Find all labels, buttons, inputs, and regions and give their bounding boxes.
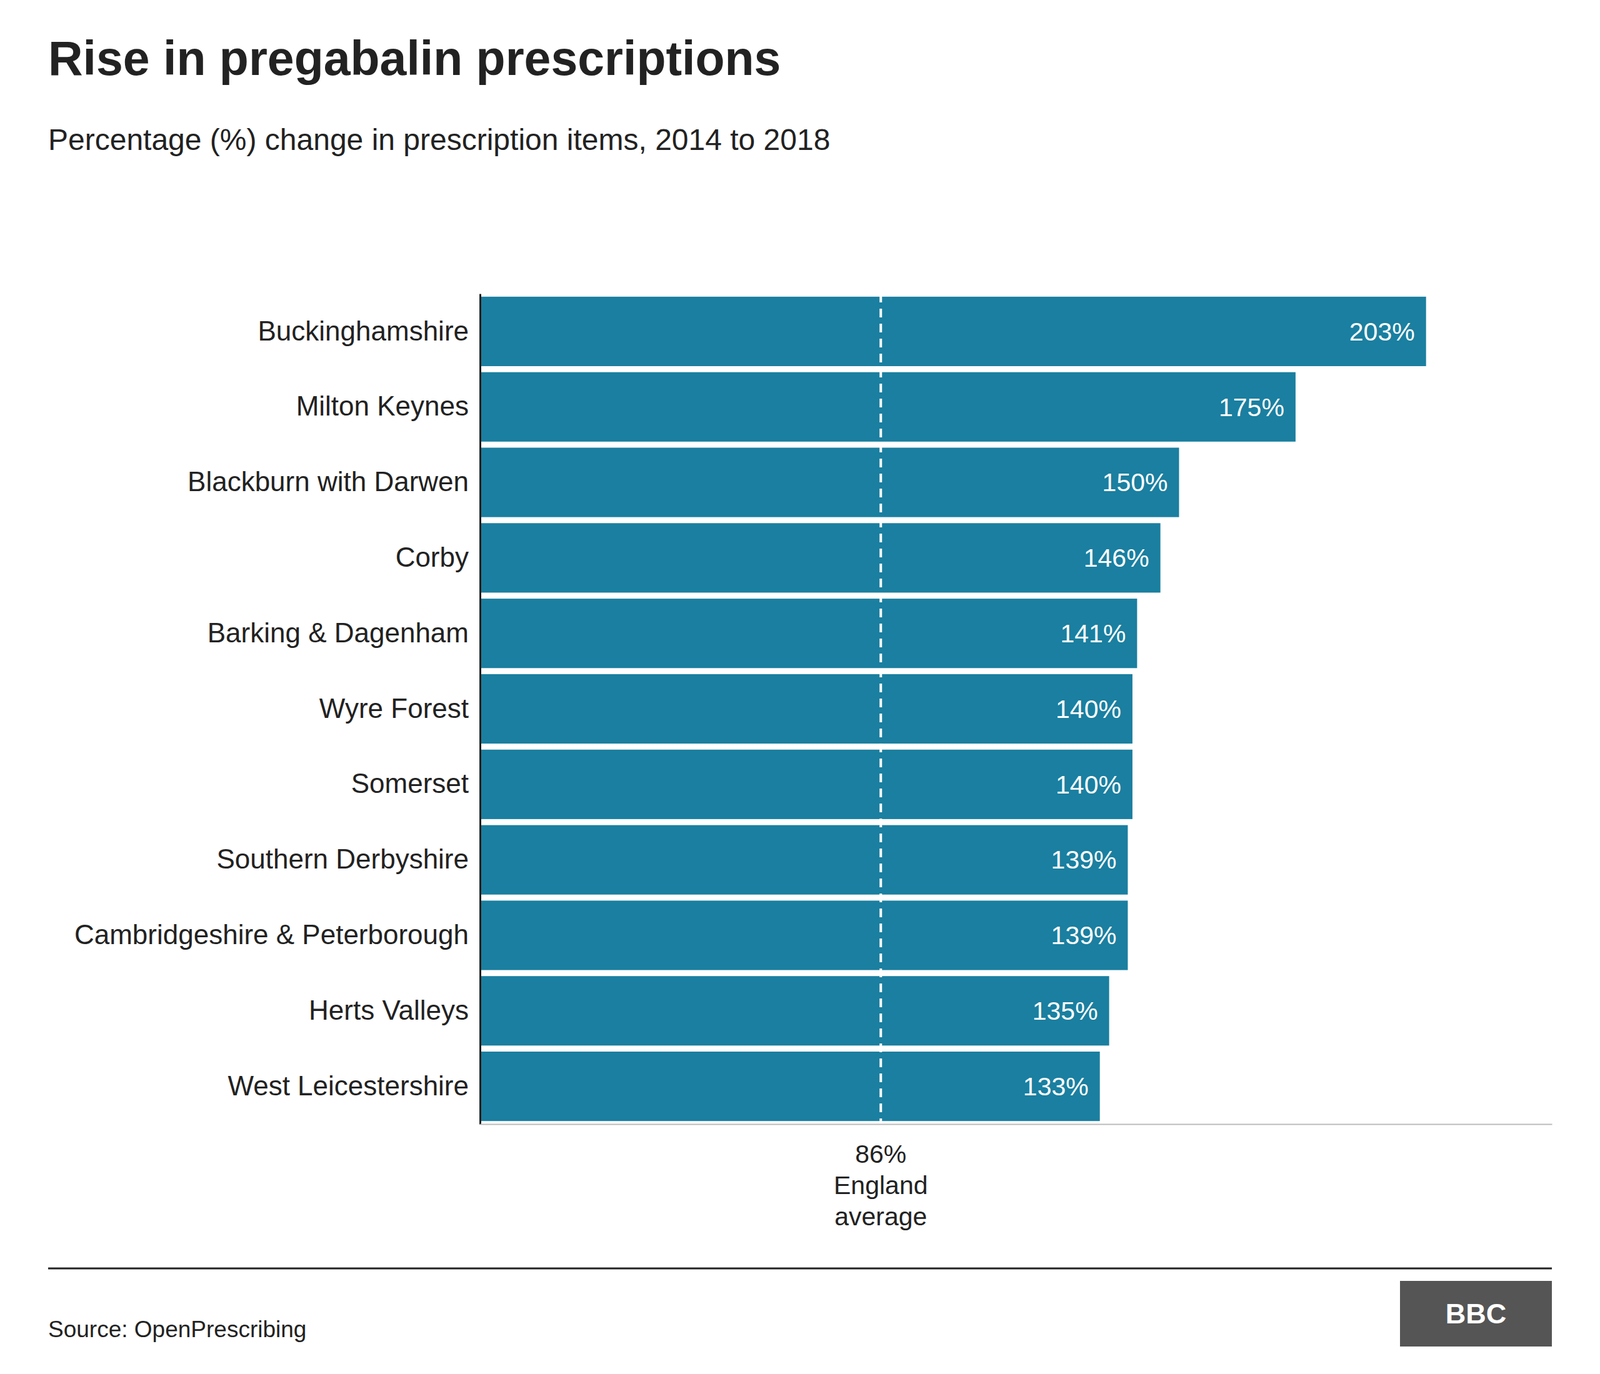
y-tick: Milton Keynes [296,390,469,422]
average-label: 86% [855,1140,907,1169]
y-tick: Blackburn with Darwen [187,466,469,497]
data-label: 139% [1051,845,1117,875]
logo-text: BBC [1445,1298,1507,1330]
bar [480,598,1137,669]
bar [480,296,1427,367]
y-tick: West Leicestershire [227,1070,469,1102]
chart: Rise in pregabalin prescriptions Percenta… [0,0,1600,1374]
y-tick: Somerset [351,768,469,799]
y-tick-label: Wyre Forest [319,693,469,724]
average-line [879,293,882,1125]
data-label: 150% [1102,468,1169,497]
data-label: 141% [1060,619,1126,649]
y-tick-label: West Leicestershire [227,1070,469,1102]
annotation-labels: 86%Englandaverage [833,1140,928,1232]
y-tick-label: Buckinghamshire [258,315,470,346]
y-tick-label: Cambridgeshire & Peterborough [74,919,469,950]
bar [480,825,1128,895]
average-label: England [833,1171,928,1200]
average-label: average [834,1202,927,1232]
data-label: 140% [1055,695,1122,724]
footer-line [48,1268,1552,1270]
y-tick: Barking & Dagenham [207,617,469,649]
source: Source: OpenPrescribing [48,1316,307,1343]
title: Rise in pregabalin prescriptions [48,31,781,85]
data-labels: 203% 175% 150% 146% 141% 140% 140% 139% 139% 135%… [1023,317,1415,1102]
x-axis [480,1124,1553,1125]
bar [480,523,1161,593]
y-tick-label: Southern Derbyshire [216,843,469,875]
data-label: 140% [1055,770,1122,800]
y-tick: Southern Derbyshire [216,843,469,875]
logo-box [1400,1281,1552,1347]
bar [480,447,1179,517]
data-label: 139% [1051,921,1117,950]
bar [480,900,1128,970]
y-tick-label: Somerset [351,768,469,799]
bar [480,372,1296,442]
data-label: 146% [1083,543,1150,573]
marks [480,293,1427,1125]
y-tick-label: Corby [395,541,469,573]
y-tick-label: Herts Valleys [308,995,469,1026]
y-tick: Corby [395,541,469,573]
y-tick-label: Milton Keynes [296,390,469,422]
data-label: 133% [1023,1072,1089,1102]
y-tick: Buckinghamshire [258,315,470,346]
y-tick: Wyre Forest [319,693,469,724]
y-tick-label: Barking & Dagenham [207,617,469,649]
subtitle: Percentage (%) change in prescription it… [48,123,830,157]
logo: BBC [1400,1281,1552,1347]
data-label: 175% [1218,393,1285,422]
y-axis-line [479,294,482,1125]
y-tick: Herts Valleys [308,995,469,1026]
data-label: 135% [1032,996,1099,1026]
data-label: 203% [1349,317,1415,347]
bar [480,750,1133,820]
bar [480,674,1133,744]
bar [480,976,1110,1046]
x-axis-line [480,1124,1553,1126]
plot: 86%Englandaverage 203% 175% 150% 146% 141% 140… [74,293,1553,1232]
y-tick-label: Blackburn with Darwen [187,466,469,497]
y-axis: Buckinghamshire Milton Keynes Blackburn wi… [74,294,481,1125]
y-tick: Cambridgeshire & Peterborough [74,919,469,950]
bar [480,1051,1100,1122]
